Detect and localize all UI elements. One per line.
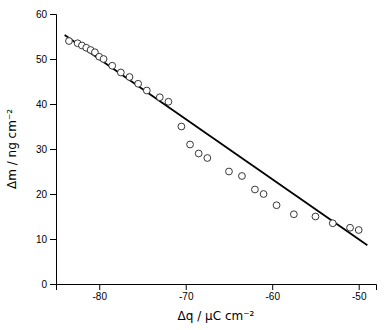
x-axis: -80 -70 -60 -50 bbox=[57, 284, 377, 302]
point bbox=[109, 62, 116, 69]
tick: 0 bbox=[41, 279, 56, 290]
tick-mark bbox=[50, 14, 56, 15]
point bbox=[347, 224, 354, 231]
point bbox=[239, 173, 246, 180]
point bbox=[329, 220, 336, 227]
tick-mark bbox=[272, 284, 273, 290]
tick-mark bbox=[50, 239, 56, 240]
tick: 50 bbox=[36, 54, 56, 65]
y-axis-title: Δm / ng cm⁻² bbox=[5, 109, 19, 189]
point bbox=[135, 80, 142, 87]
tick-label: 10 bbox=[36, 234, 48, 245]
tick: 10 bbox=[36, 234, 56, 245]
point bbox=[187, 141, 194, 148]
fit-line bbox=[65, 35, 368, 245]
point bbox=[226, 168, 233, 175]
tick: 20 bbox=[36, 189, 56, 200]
axis-line bbox=[57, 285, 377, 291]
tick-label: 60 bbox=[36, 9, 48, 20]
point bbox=[204, 155, 211, 162]
tick-mark bbox=[186, 284, 187, 290]
point bbox=[312, 213, 319, 220]
marks bbox=[65, 35, 368, 245]
point bbox=[165, 98, 172, 105]
tick-label: 20 bbox=[36, 189, 48, 200]
tick-mark bbox=[50, 59, 56, 60]
tick: 30 bbox=[36, 144, 56, 155]
tick-label: 30 bbox=[36, 144, 48, 155]
point bbox=[126, 74, 133, 81]
tick-label: 40 bbox=[36, 99, 48, 110]
tick-label: -70 bbox=[179, 291, 194, 302]
point bbox=[143, 87, 150, 94]
tick: -70 bbox=[179, 284, 194, 302]
point bbox=[195, 150, 202, 157]
y-axis: 0 10 20 30 40 50 60 bbox=[36, 9, 57, 290]
plot: -80 -70 -60 -50 0 10 20 30 40 50 60 bbox=[36, 9, 377, 302]
point bbox=[355, 227, 362, 234]
point bbox=[260, 191, 267, 198]
tick-label: -50 bbox=[352, 291, 367, 302]
tick-label: 50 bbox=[36, 54, 48, 65]
tick-mark bbox=[50, 284, 56, 285]
tick: 40 bbox=[36, 99, 56, 110]
x-axis-title: Δq / μC cm⁻² bbox=[178, 309, 255, 323]
point bbox=[273, 202, 280, 209]
tick: -60 bbox=[265, 284, 280, 302]
tick-label: 0 bbox=[41, 279, 47, 290]
tick: -80 bbox=[93, 284, 108, 302]
tick-mark bbox=[359, 284, 360, 290]
axis-line bbox=[50, 15, 57, 285]
tick-mark bbox=[50, 194, 56, 195]
point bbox=[117, 69, 124, 76]
point bbox=[66, 38, 73, 45]
point bbox=[100, 56, 107, 63]
chart: -80 -70 -60 -50 0 10 20 30 40 50 60 Δq / μC cm⁻² Δm … bbox=[0, 0, 392, 330]
point bbox=[156, 94, 163, 101]
tick-mark bbox=[50, 104, 56, 105]
tick-label: -60 bbox=[265, 291, 280, 302]
tick-mark bbox=[50, 149, 56, 150]
tick-mark bbox=[99, 284, 100, 290]
point bbox=[252, 186, 259, 193]
point bbox=[178, 123, 185, 130]
tick-label: -80 bbox=[93, 291, 108, 302]
tick: 60 bbox=[36, 9, 56, 20]
tick: -50 bbox=[352, 284, 367, 302]
point bbox=[290, 211, 297, 218]
